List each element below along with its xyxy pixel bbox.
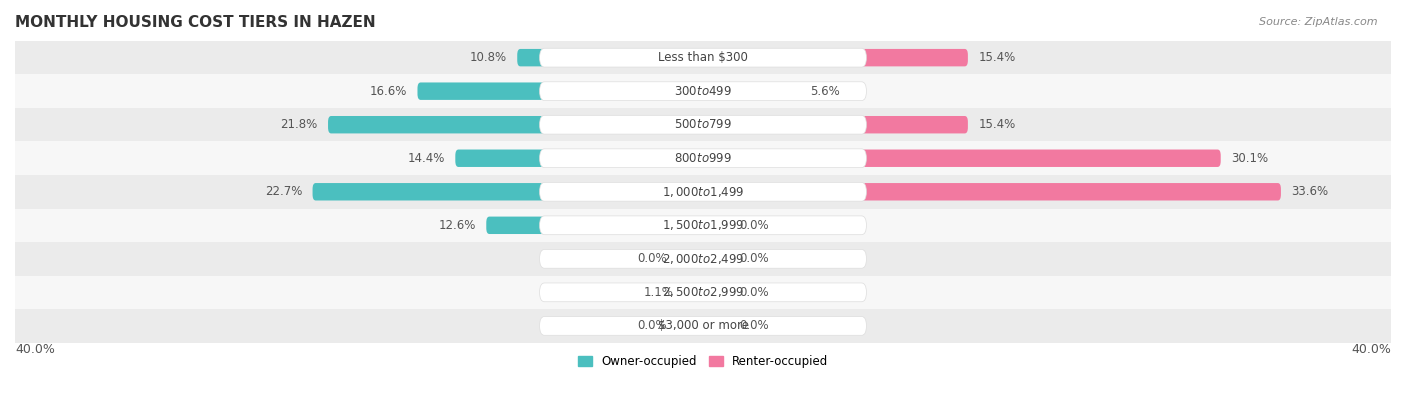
FancyBboxPatch shape <box>703 49 967 66</box>
Text: 30.1%: 30.1% <box>1232 152 1268 165</box>
FancyBboxPatch shape <box>678 317 703 334</box>
Text: Source: ZipAtlas.com: Source: ZipAtlas.com <box>1260 17 1378 27</box>
Text: Less than $300: Less than $300 <box>658 51 748 64</box>
Bar <box>15 108 1391 142</box>
FancyBboxPatch shape <box>678 250 703 268</box>
Text: $300 to $499: $300 to $499 <box>673 85 733 98</box>
Bar <box>15 276 1391 309</box>
FancyBboxPatch shape <box>540 48 866 67</box>
Text: $2,000 to $2,499: $2,000 to $2,499 <box>662 252 744 266</box>
FancyBboxPatch shape <box>540 283 866 302</box>
Text: 22.7%: 22.7% <box>264 185 302 198</box>
Bar <box>15 209 1391 242</box>
Text: $800 to $999: $800 to $999 <box>673 152 733 165</box>
FancyBboxPatch shape <box>703 317 728 334</box>
FancyBboxPatch shape <box>540 216 866 235</box>
Bar <box>15 175 1391 209</box>
FancyBboxPatch shape <box>418 83 703 100</box>
Bar <box>15 142 1391 175</box>
Text: 40.0%: 40.0% <box>15 343 55 356</box>
FancyBboxPatch shape <box>703 283 728 301</box>
Text: 5.6%: 5.6% <box>810 85 839 98</box>
Text: 0.0%: 0.0% <box>740 252 769 265</box>
FancyBboxPatch shape <box>685 283 703 301</box>
FancyBboxPatch shape <box>540 82 866 100</box>
Bar <box>15 242 1391 276</box>
Text: 0.0%: 0.0% <box>637 320 666 332</box>
FancyBboxPatch shape <box>703 217 728 234</box>
Text: 10.8%: 10.8% <box>470 51 508 64</box>
Text: $1,000 to $1,499: $1,000 to $1,499 <box>662 185 744 199</box>
FancyBboxPatch shape <box>517 49 703 66</box>
Bar <box>15 74 1391 108</box>
FancyBboxPatch shape <box>703 250 728 268</box>
FancyBboxPatch shape <box>703 149 1220 167</box>
Text: 15.4%: 15.4% <box>979 51 1015 64</box>
Text: 33.6%: 33.6% <box>1291 185 1329 198</box>
Text: $2,500 to $2,999: $2,500 to $2,999 <box>662 286 744 299</box>
Text: 14.4%: 14.4% <box>408 152 446 165</box>
Bar <box>15 309 1391 343</box>
FancyBboxPatch shape <box>456 149 703 167</box>
FancyBboxPatch shape <box>312 183 703 200</box>
Text: 1.1%: 1.1% <box>644 286 673 299</box>
Text: 0.0%: 0.0% <box>740 286 769 299</box>
FancyBboxPatch shape <box>540 182 866 201</box>
FancyBboxPatch shape <box>328 116 703 134</box>
Text: 0.0%: 0.0% <box>740 219 769 232</box>
FancyBboxPatch shape <box>703 116 967 134</box>
Text: 0.0%: 0.0% <box>740 320 769 332</box>
FancyBboxPatch shape <box>703 183 1281 200</box>
Text: $1,500 to $1,999: $1,500 to $1,999 <box>662 218 744 232</box>
Text: 21.8%: 21.8% <box>280 118 318 131</box>
FancyBboxPatch shape <box>540 317 866 335</box>
Text: 0.0%: 0.0% <box>637 252 666 265</box>
Text: 40.0%: 40.0% <box>1351 343 1391 356</box>
FancyBboxPatch shape <box>540 249 866 268</box>
Text: $500 to $799: $500 to $799 <box>673 118 733 131</box>
FancyBboxPatch shape <box>703 83 800 100</box>
Text: MONTHLY HOUSING COST TIERS IN HAZEN: MONTHLY HOUSING COST TIERS IN HAZEN <box>15 15 375 30</box>
FancyBboxPatch shape <box>486 217 703 234</box>
Bar <box>15 41 1391 74</box>
FancyBboxPatch shape <box>540 149 866 168</box>
Text: 15.4%: 15.4% <box>979 118 1015 131</box>
Legend: Owner-occupied, Renter-occupied: Owner-occupied, Renter-occupied <box>572 351 834 373</box>
Text: 16.6%: 16.6% <box>370 85 408 98</box>
Text: $3,000 or more: $3,000 or more <box>658 320 748 332</box>
FancyBboxPatch shape <box>540 115 866 134</box>
Text: 12.6%: 12.6% <box>439 219 477 232</box>
